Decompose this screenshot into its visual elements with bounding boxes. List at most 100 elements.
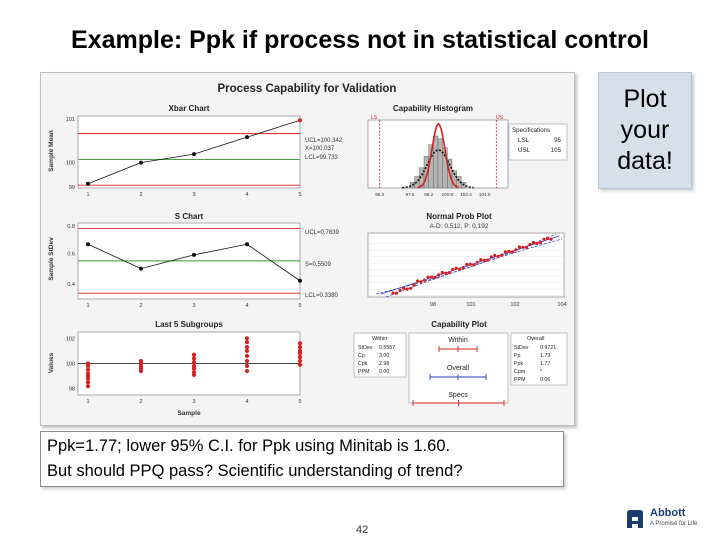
s-center-label: S=0.5509: [305, 262, 332, 268]
hist-x-tick-label: 97.6: [406, 192, 415, 197]
logo-tagline: A Promise for Life: [650, 521, 698, 527]
normprob-point: [391, 291, 395, 295]
minitab-title: Process Capability for Validation: [218, 83, 397, 95]
last5-point: [138, 358, 144, 364]
x-tick-label: 4: [245, 399, 248, 405]
last5-point: [297, 355, 303, 360]
normprob-point: [545, 236, 550, 240]
specifications-box: [508, 123, 568, 161]
capplot-overall-label: Overall: [447, 365, 470, 372]
last5-point: [244, 339, 250, 345]
normprob-x-tick-label: 98: [430, 302, 436, 308]
spec-usl-label: USL: [518, 147, 531, 154]
overall-stat-name: PPM: [514, 377, 525, 383]
normprob-point: [496, 254, 500, 258]
last5-point: [191, 356, 197, 361]
hist-lsl-mark: LS: [371, 115, 378, 121]
normprob-point: [535, 241, 539, 245]
x-tick-label: 3: [192, 399, 195, 405]
x-tick-label: 5: [298, 303, 301, 309]
normprob-point: [510, 250, 514, 254]
overall-stat-name: Cpm: [514, 369, 526, 375]
x-tick-label: 2: [139, 399, 142, 405]
last5-ylabel: Values: [48, 352, 55, 373]
note-line-1: Ppk=1.77; lower 95% C.I. for Ppk using M…: [47, 437, 451, 455]
normprob-point: [538, 240, 543, 245]
last5-point: [297, 348, 303, 353]
normprob-x-tick-label: 104: [557, 302, 566, 308]
overall-stat-name: Ppk: [514, 361, 523, 367]
last5-xlabel: Sample: [177, 410, 201, 417]
last5-point: [244, 348, 250, 353]
y-tick-label: 100: [66, 362, 75, 368]
normprob-point: [531, 240, 535, 245]
x-tick-label: 4: [245, 303, 248, 309]
hist-title: Capability Histogram: [393, 104, 473, 113]
normprob-point: [514, 248, 518, 252]
x-tick-label: 1: [86, 303, 89, 309]
within-stat-name: Cpk: [358, 361, 368, 367]
y-tick-label: 99: [69, 185, 75, 191]
conclusion-note: Ppk=1.77; lower 95% C.I. for Ppk using M…: [40, 431, 564, 487]
normprob-point: [398, 288, 402, 292]
within-stat-value: 2.98: [379, 361, 389, 367]
overall-stat-value: 0.9721: [540, 345, 556, 351]
xbar-title: Xbar Chart: [169, 104, 210, 113]
s-point: [192, 252, 196, 257]
xbar-ucl-label: UCL=100.342: [305, 138, 343, 144]
normprob-point: [468, 262, 472, 266]
hist-x-tick-label: 102.4: [460, 192, 472, 197]
normprob-point: [412, 283, 416, 287]
last5-point: [297, 358, 303, 364]
y-tick-label: 102: [66, 336, 75, 342]
last5-point: [297, 345, 303, 350]
histogram-bar: [433, 135, 439, 189]
x-tick-label: 2: [139, 303, 142, 309]
abbott-logo-icon: [627, 510, 643, 528]
hist-x-tick-label: 100.8: [442, 192, 454, 197]
normprob-point: [451, 267, 455, 272]
normprob-subtitle: A-D: 0.512, P: 0.192: [430, 223, 489, 230]
xbar-plot-area: [77, 115, 301, 189]
normprob-point: [475, 260, 479, 264]
y-tick-label: 98: [69, 387, 75, 393]
overall-stats-header: Overall: [527, 336, 544, 342]
y-tick-label: 101: [66, 117, 75, 123]
normprob-point: [549, 237, 553, 241]
last5-point: [244, 345, 250, 350]
x-tick-label: 4: [245, 192, 248, 198]
x-tick-label: 5: [298, 399, 301, 405]
plot-your-data-callout: Plot your data!: [598, 72, 692, 189]
xbar-point: [298, 118, 302, 123]
last5-point: [297, 341, 303, 346]
logo-name: Abbott: [650, 507, 686, 519]
normprob-point: [493, 253, 497, 257]
x-tick-label: 1: [86, 399, 89, 405]
overall-stat-value: 1.79: [540, 353, 550, 359]
x-tick-label: 3: [192, 303, 195, 309]
s-point: [86, 242, 90, 247]
last5-point: [244, 358, 250, 364]
normprob-point: [440, 270, 444, 275]
last5-point: [85, 367, 91, 372]
xbar-center-label: X=100.037: [305, 146, 335, 152]
s-point: [298, 278, 302, 283]
normprob-title: Normal Prob Plot: [426, 212, 492, 221]
normprob-point: [409, 286, 413, 290]
overall-stats-box: [510, 332, 568, 386]
within-stat-value: 3.00: [379, 353, 389, 359]
normprob-point: [454, 266, 458, 270]
s-chart-title: S Chart: [175, 212, 204, 221]
within-stats-box: [353, 332, 407, 378]
capplot-specs-label: Specs: [448, 392, 468, 399]
hist-x-tick-label: 95.0: [375, 192, 384, 197]
normprob-point: [405, 287, 409, 291]
last5-point: [85, 380, 91, 385]
hist-usl-mark: US: [496, 115, 504, 121]
normprob-point: [507, 249, 511, 253]
normprob-point: [461, 266, 465, 270]
within-stat-name: Cp: [358, 353, 365, 359]
within-stat-value: 0.00: [379, 369, 389, 375]
overall-stat-value: *: [540, 369, 542, 375]
s-ucl-label: UCL=0.7639: [305, 230, 340, 236]
